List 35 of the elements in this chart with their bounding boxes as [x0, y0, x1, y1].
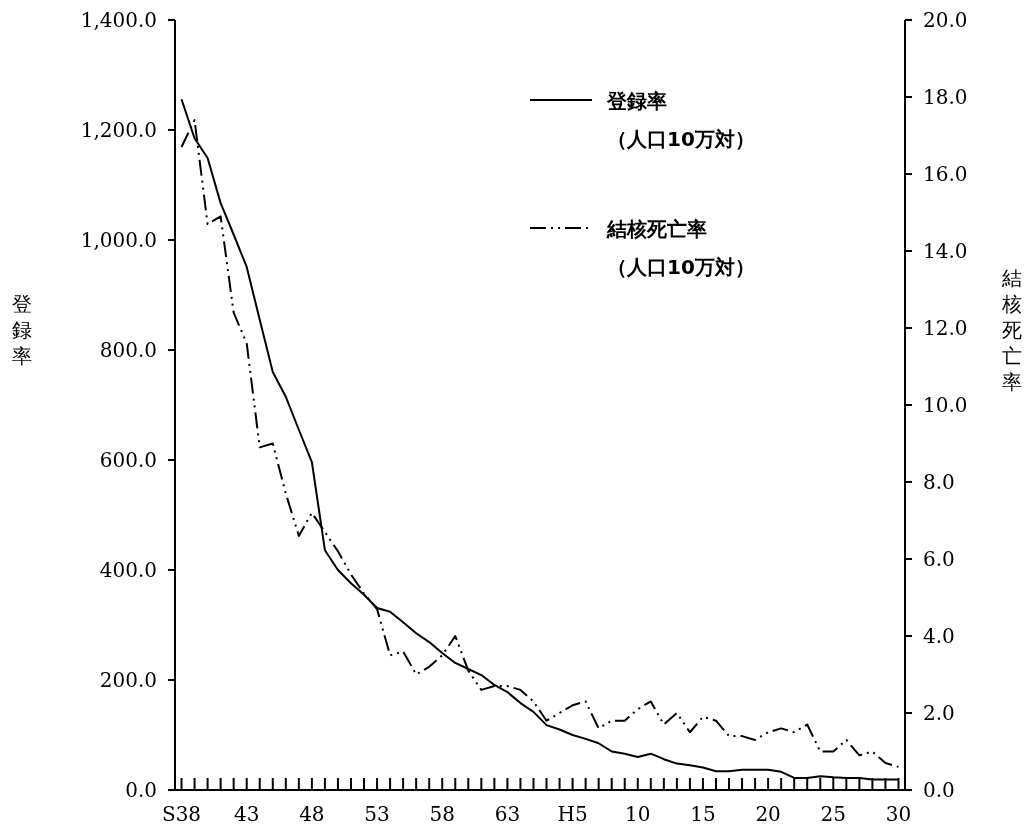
legend-label: 登録率（人口10万対）: [606, 89, 755, 151]
y2-tick-label: 6.0: [923, 547, 955, 571]
x-tick-label: 43: [233, 802, 260, 826]
y-tick-label: 1,200.0: [80, 118, 157, 142]
x-tick-label: 25: [820, 802, 847, 826]
y-tick-label: 200.0: [99, 668, 157, 692]
y2-tick-label: 14.0: [923, 239, 968, 263]
x-tick-label: S38: [161, 802, 202, 826]
x-tick-label: 63: [494, 802, 521, 826]
y2-tick-label: 4.0: [923, 624, 955, 648]
y2-tick-label: 2.0: [923, 701, 955, 725]
y-tick-label: 0.0: [125, 778, 157, 802]
y-tick-label: 1,400.0: [80, 8, 157, 32]
y-tick-label: 600.0: [99, 448, 157, 472]
x-tick-label: 10: [625, 802, 651, 826]
y2-axis-title: 結核死亡率: [1001, 266, 1022, 394]
y2-tick-label: 20.0: [923, 8, 968, 32]
y2-tick-label: 10.0: [923, 393, 968, 417]
x-tick-label: 15: [690, 802, 716, 826]
x-tick-label: 53: [364, 802, 390, 826]
y-tick-label: 1,000.0: [80, 228, 157, 252]
y2-tick-label: 0.0: [923, 778, 955, 802]
x-tick-label: 58: [429, 802, 455, 826]
y-axis-title: 登録率: [12, 292, 32, 368]
y-tick-label: 400.0: [99, 558, 157, 582]
y2-tick-label: 16.0: [923, 162, 968, 186]
x-tick-label: 48: [299, 802, 325, 826]
y2-tick-label: 18.0: [923, 85, 968, 109]
x-tick-label: 30: [885, 802, 912, 826]
y2-tick-label: 12.0: [923, 316, 968, 340]
legend-label: 結核死亡率（人口10万対）: [606, 217, 755, 279]
x-tick-label: 20: [755, 802, 781, 826]
y2-tick-label: 8.0: [923, 470, 955, 494]
x-tick-label: H5: [557, 802, 588, 826]
y-tick-label: 800.0: [99, 338, 157, 362]
